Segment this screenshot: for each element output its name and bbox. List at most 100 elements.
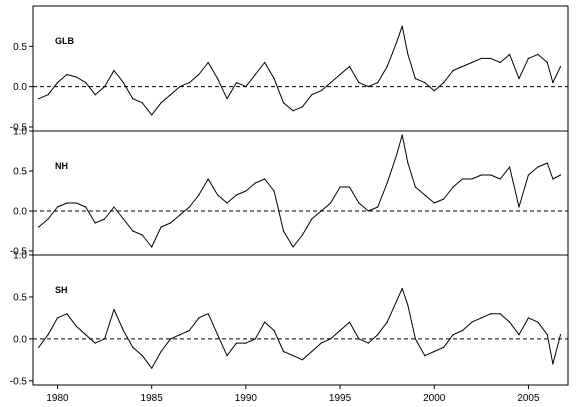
data-point — [66, 313, 68, 315]
data-point — [282, 102, 285, 104]
data-point — [311, 94, 313, 96]
data-point — [198, 194, 200, 196]
panel-label: SH — [55, 285, 68, 295]
data-point — [433, 350, 435, 353]
panel-frame — [32, 5, 569, 132]
data-point — [471, 178, 473, 180]
data-point — [339, 73, 341, 76]
data-point — [559, 65, 562, 68]
data-point — [377, 206, 379, 208]
y-tick-label: 1.0 — [13, 251, 27, 262]
panel-frame — [32, 254, 569, 386]
data-point — [527, 57, 530, 60]
data-point — [471, 321, 473, 323]
data-point — [401, 25, 403, 27]
data-point — [401, 287, 403, 290]
data-point — [113, 206, 115, 208]
data-point — [407, 53, 409, 56]
data-point — [471, 61, 473, 64]
data-point — [348, 321, 351, 323]
data-point — [490, 174, 492, 176]
data-point — [414, 338, 416, 340]
data-point — [207, 178, 209, 180]
data-point — [282, 350, 285, 353]
data-point — [546, 162, 548, 164]
data-point — [559, 334, 562, 336]
data-point — [443, 198, 445, 200]
data-point — [264, 61, 266, 64]
data-point — [401, 134, 403, 136]
data-point — [104, 86, 106, 88]
data-point — [490, 313, 492, 315]
data-point — [198, 73, 200, 76]
data-point — [396, 41, 398, 43]
data-point — [85, 334, 87, 336]
data-point — [132, 230, 134, 232]
data-point — [292, 246, 294, 248]
data-point — [301, 234, 303, 236]
data-point — [377, 334, 379, 336]
data-point — [66, 202, 68, 204]
data-point — [407, 304, 409, 306]
series-line-sh — [38, 288, 561, 369]
data-point — [217, 334, 219, 336]
y-tick-label: 0.0 — [13, 334, 27, 345]
data-point — [339, 329, 341, 332]
data-point — [443, 346, 445, 348]
y-tick-label: -0.5 — [10, 376, 28, 387]
data-point — [320, 210, 322, 212]
data-point — [254, 338, 256, 340]
data-point — [104, 218, 106, 220]
data-point — [245, 342, 247, 344]
series-line-nh — [38, 134, 561, 248]
data-point — [217, 194, 219, 196]
data-point — [226, 202, 228, 204]
data-point — [386, 65, 388, 68]
data-point — [518, 334, 520, 336]
data-point — [38, 346, 40, 348]
data-point — [292, 355, 294, 357]
data-point — [282, 230, 285, 232]
data-point — [245, 86, 247, 88]
data-point — [151, 114, 153, 116]
data-point — [358, 338, 360, 340]
data-point — [160, 226, 162, 228]
data-point — [509, 321, 511, 323]
data-point — [311, 350, 313, 353]
data-point — [226, 355, 228, 357]
data-point — [433, 202, 435, 204]
data-point — [480, 317, 482, 319]
data-point — [461, 65, 464, 68]
panel-glb: -0.5 0.0 0.5 GLB — [10, 5, 569, 133]
data-point — [56, 206, 59, 208]
data-point — [537, 321, 539, 323]
data-point — [179, 86, 181, 88]
data-point — [47, 94, 49, 96]
data-point — [407, 162, 409, 164]
data-point — [141, 355, 143, 357]
data-point — [273, 78, 275, 80]
data-point — [546, 334, 548, 336]
data-point — [235, 194, 238, 196]
data-point — [367, 210, 369, 212]
data-point — [396, 154, 398, 156]
data-point — [414, 186, 416, 188]
data-point — [480, 174, 482, 176]
data-point — [386, 182, 388, 184]
data-point — [141, 102, 143, 104]
data-point — [339, 186, 341, 188]
data-point — [85, 206, 87, 208]
data-point — [490, 57, 492, 60]
data-point — [301, 106, 303, 108]
data-point — [499, 61, 501, 64]
data-point — [386, 321, 388, 323]
data-point — [443, 82, 445, 84]
data-point — [151, 367, 153, 369]
data-point — [518, 78, 520, 80]
x-tick-label: 1985 — [141, 393, 164, 404]
data-point — [367, 86, 369, 88]
panel-frame — [32, 130, 569, 256]
data-point — [188, 329, 190, 332]
y-tick-label: 1.0 — [13, 127, 27, 138]
